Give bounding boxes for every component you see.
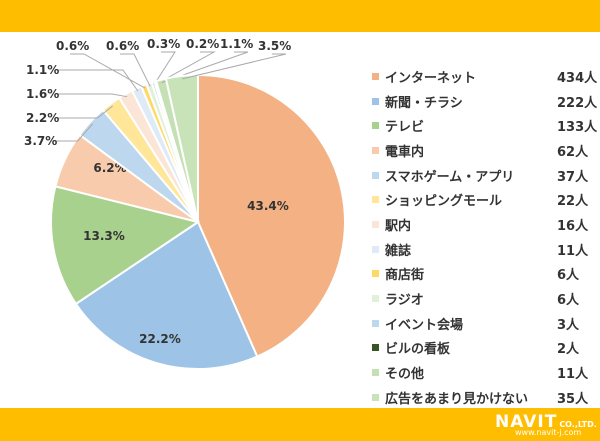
leader-line [56, 105, 113, 119]
slice-label: 1.1% [220, 37, 253, 51]
legend-item: 広告をあまり見かけない 35人 [372, 385, 597, 410]
leader-line [153, 51, 176, 86]
slice-label: 13.3% [83, 229, 125, 243]
legend-label: ショッピングモール [385, 194, 503, 210]
legend-swatch [372, 393, 379, 401]
slice-label: 3.7% [24, 134, 57, 148]
legend-label: スマホゲーム・アプリ [385, 169, 515, 185]
legend-swatch [372, 72, 379, 80]
legend-label: インターネット [385, 70, 477, 86]
legend-item: ラジオ 6人 [372, 286, 597, 311]
legend-item: ビルの看板 2人 [372, 336, 597, 361]
legend-item: 電車内 62人 [372, 138, 597, 163]
legend-swatch [372, 122, 379, 130]
navit-logo: NAVIT CO.,LTD. www.navit-j.com [495, 412, 597, 437]
legend-swatch [372, 270, 379, 278]
legend-item: 駅内 16人 [372, 212, 597, 237]
pie-slice [74, 220, 259, 370]
legend-label: その他 [385, 367, 425, 383]
legend-count: 62人 [557, 144, 589, 160]
legend-swatch [372, 319, 379, 327]
logo-text: NAVIT [495, 412, 558, 432]
leader-line [54, 123, 94, 142]
legend-count: 6人 [557, 293, 580, 309]
bottom-band [0, 408, 600, 441]
legend-item: ショッピングモール 22人 [372, 187, 597, 212]
legend-item: 商店街 6人 [372, 262, 597, 287]
legend-item: 雑誌 11人 [372, 237, 597, 262]
legend-count: 22人 [557, 194, 589, 210]
legend-count: 11人 [557, 243, 589, 259]
legend-label: ビルの看板 [385, 342, 451, 358]
leader-line [155, 51, 216, 85]
logo-suffix: CO.,LTD. [559, 420, 597, 429]
pie-slice [50, 185, 201, 306]
legend: インターネット 434人新聞・チラシ 222人テレビ 133人電車内 62人スマホゲーム… [372, 64, 597, 410]
legend-label: 電車内 [385, 144, 425, 160]
slice-label: 1.6% [26, 87, 59, 101]
legend-item: テレビ 133人 [372, 113, 597, 138]
legend-label: テレビ [385, 120, 425, 136]
slice-label: 0.6% [106, 39, 139, 53]
legend-label: ラジオ [385, 293, 424, 309]
slice-label: 0.3% [147, 37, 180, 51]
legend-count: 434人 [557, 70, 598, 86]
leader-line [161, 51, 249, 84]
legend-count: 133人 [557, 120, 598, 136]
legend-swatch [372, 220, 379, 228]
slice-label: 2.2% [26, 111, 59, 125]
leader-line [56, 93, 128, 98]
slice-label: 3.5% [258, 39, 291, 53]
legend-label: 駅内 [385, 218, 412, 234]
legend-item: スマホゲーム・アプリ 37人 [372, 163, 597, 188]
legend-swatch [372, 196, 379, 204]
legend-item: イベント会場 3人 [372, 311, 597, 336]
legend-swatch [372, 97, 379, 105]
legend-item: その他 11人 [372, 360, 597, 385]
legend-swatch [372, 344, 379, 352]
slice-label: 1.1% [26, 63, 59, 77]
legend-swatch [372, 146, 379, 154]
legend-count: 3人 [557, 317, 580, 333]
legend-swatch [372, 369, 379, 377]
legend-swatch [372, 171, 379, 179]
legend-label: イベント会場 [385, 317, 464, 333]
legend-count: 222人 [557, 95, 598, 111]
legend-swatch [372, 295, 379, 303]
leader-line [56, 69, 139, 92]
top-band [0, 0, 600, 32]
legend-count: 16人 [557, 218, 589, 234]
legend-item: 新聞・チラシ 222人 [372, 89, 597, 114]
slice-label: 0.2% [186, 37, 219, 51]
pie-slice [197, 73, 346, 358]
leader-line [120, 53, 151, 87]
legend-count: 35人 [557, 391, 589, 407]
slice-label: 0.6% [56, 39, 89, 53]
legend-label: 広告をあまり見かけない [385, 391, 529, 407]
legend-label: 雑誌 [385, 243, 412, 259]
legend-count: 11人 [557, 367, 589, 383]
legend-label: 商店街 [385, 268, 425, 284]
slice-label: 43.4% [247, 199, 289, 213]
legend-label: 新聞・チラシ [385, 95, 463, 111]
legend-swatch [372, 245, 379, 253]
leader-line [182, 53, 287, 80]
legend-count: 6人 [557, 268, 580, 284]
legend-item: インターネット 434人 [372, 64, 597, 89]
legend-count: 2人 [557, 342, 580, 358]
logo-url: www.navit-j.com [515, 428, 582, 437]
legend-count: 37人 [557, 169, 589, 185]
leader-line [70, 53, 146, 89]
slice-label: 22.2% [139, 332, 181, 346]
